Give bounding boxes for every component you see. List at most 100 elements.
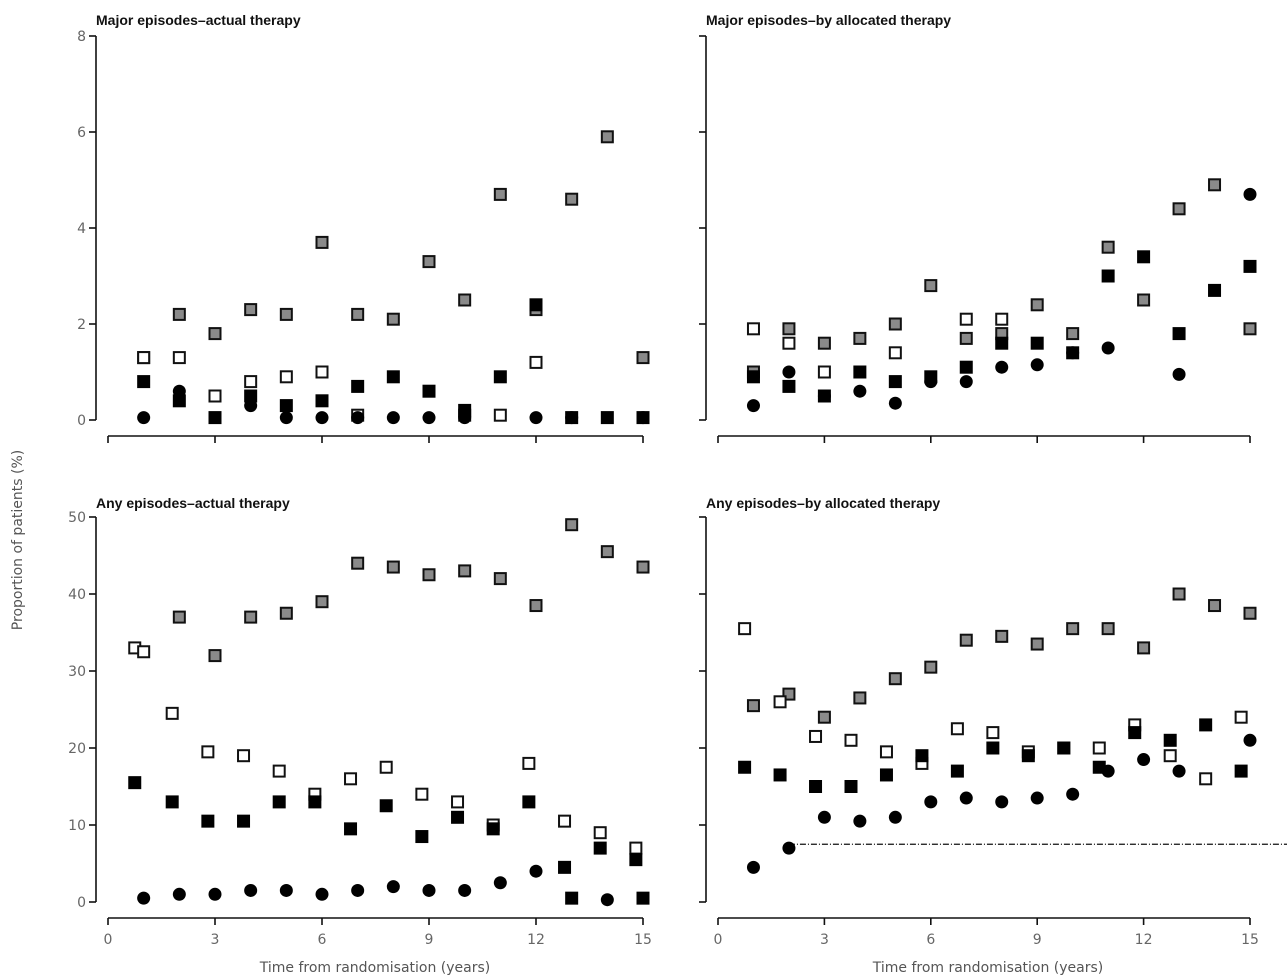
x-axis-title-right: Time from randomisation (years): [872, 960, 1104, 976]
y-axis-title: Proportion of patients (%): [10, 450, 26, 630]
data-point-black-circle: [1172, 367, 1186, 381]
data-point-gray-square: [636, 351, 650, 365]
data-point-gray-square: [1137, 641, 1151, 655]
data-point-black-circle: [1066, 787, 1080, 801]
data-point-open-square: [208, 389, 222, 403]
data-point-black-circle: [959, 375, 973, 389]
y-tick-label: 50: [68, 510, 86, 526]
data-point-gray-square: [1172, 587, 1186, 601]
x-axis-title-left: Time from randomisation (years): [259, 960, 491, 976]
data-point-black-square: [493, 370, 507, 384]
data-point-black-square: [1234, 764, 1248, 778]
data-point-black-square: [1128, 726, 1142, 740]
data-point-black-square: [879, 768, 893, 782]
data-point-open-square: [746, 322, 760, 336]
data-point-black-square: [1199, 718, 1213, 732]
data-point-black-circle: [422, 411, 436, 425]
data-point-black-square: [636, 891, 650, 905]
data-point-black-square: [809, 780, 823, 793]
x-tick-label: 15: [1241, 932, 1259, 948]
data-point-gray-square: [817, 336, 831, 350]
data-point-black-circle: [458, 411, 472, 425]
data-point-black-circle: [137, 411, 151, 425]
data-point-gray-square: [1208, 599, 1222, 613]
x-tick-label: 12: [1135, 932, 1153, 948]
data-point-black-square: [1057, 741, 1071, 755]
data-point-open-square: [1199, 772, 1213, 786]
data-point-gray-square: [422, 255, 436, 269]
data-point-black-square: [201, 814, 215, 828]
data-point-black-square: [558, 860, 572, 874]
data-point-open-square: [773, 695, 787, 709]
data-point-open-square: [522, 756, 536, 770]
y-tick-label: 6: [77, 125, 86, 141]
data-point-open-square: [738, 622, 752, 636]
data-point-black-circle: [1030, 358, 1044, 372]
data-point-black-circle: [1172, 764, 1186, 778]
data-point-black-square: [915, 749, 929, 763]
data-point-black-circle: [1243, 733, 1257, 747]
data-point-black-circle: [422, 883, 436, 897]
data-point-gray-square: [279, 307, 293, 321]
data-point-black-circle: [995, 360, 1009, 374]
data-point-black-circle: [888, 396, 902, 410]
data-point-black-circle: [279, 883, 293, 897]
data-point-gray-square: [458, 293, 472, 307]
data-point-black-circle: [244, 883, 258, 897]
data-point-black-circle: [529, 864, 543, 878]
panel-4: Any episodes–by allocated therapy 0 3 6 9 12 1…: [699, 495, 1287, 948]
data-point-gray-square: [208, 327, 222, 341]
data-point-gray-square: [1030, 298, 1044, 312]
data-point-black-circle: [817, 389, 831, 403]
panel-2: Major episodes–by allocated therapy: [699, 12, 1257, 443]
x-tick-label: 3: [820, 932, 829, 948]
data-point-gray-square: [853, 691, 867, 705]
data-point-black-square: [308, 795, 322, 809]
data-point-gray-square: [995, 629, 1009, 643]
data-point-black-circle: [1243, 187, 1257, 201]
panel-3: Any episodes–actual therapy 0 10 20 30 40 50 0 3…: [68, 495, 652, 948]
x-tick-label: 9: [1033, 932, 1042, 948]
data-point-black-circle: [995, 795, 1009, 809]
data-point-black-square: [738, 760, 752, 774]
data-point-black-square: [844, 780, 858, 793]
data-point-black-square: [208, 411, 222, 425]
data-point-black-circle: [315, 411, 329, 425]
data-point-black-square: [165, 795, 179, 809]
panel-title: Major episodes–by allocated therapy: [706, 12, 951, 28]
x-tick-label: 15: [634, 932, 652, 948]
data-point-gray-square: [315, 595, 329, 609]
data-point-black-square: [1030, 336, 1044, 350]
data-point-black-circle: [208, 887, 222, 901]
data-point-open-square: [879, 745, 893, 759]
data-point-black-circle: [279, 411, 293, 425]
data-point-gray-square: [782, 687, 796, 701]
y-tick-label: 10: [68, 818, 86, 834]
data-point-gray-square: [853, 331, 867, 345]
data-point-open-square: [593, 826, 607, 840]
data-point-black-circle: [1137, 753, 1151, 767]
data-point-black-square: [1208, 283, 1222, 297]
data-point-gray-square: [636, 560, 650, 574]
data-point-open-square: [782, 336, 796, 350]
data-point-black-circle: [888, 810, 902, 824]
data-point-black-square: [486, 822, 500, 836]
data-point-open-square: [529, 355, 543, 369]
data-point-black-circle: [746, 860, 760, 874]
panel-title: Any episodes–by allocated therapy: [706, 495, 940, 511]
x-tick-label: 6: [926, 932, 935, 948]
data-point-gray-square: [924, 660, 938, 674]
data-point-open-square: [809, 729, 823, 743]
data-point-gray-square: [386, 312, 400, 326]
data-point-open-square: [493, 408, 507, 422]
data-point-black-square: [529, 298, 543, 312]
data-point-black-square: [959, 360, 973, 374]
data-point-gray-square: [959, 331, 973, 345]
data-point-open-square: [244, 375, 258, 389]
data-point-black-circle: [924, 795, 938, 809]
data-point-open-square: [1234, 710, 1248, 724]
data-point-black-circle: [529, 411, 543, 425]
y-tick-label: 0: [77, 413, 86, 429]
data-point-black-circle: [565, 411, 579, 425]
data-point-open-square: [844, 733, 858, 747]
